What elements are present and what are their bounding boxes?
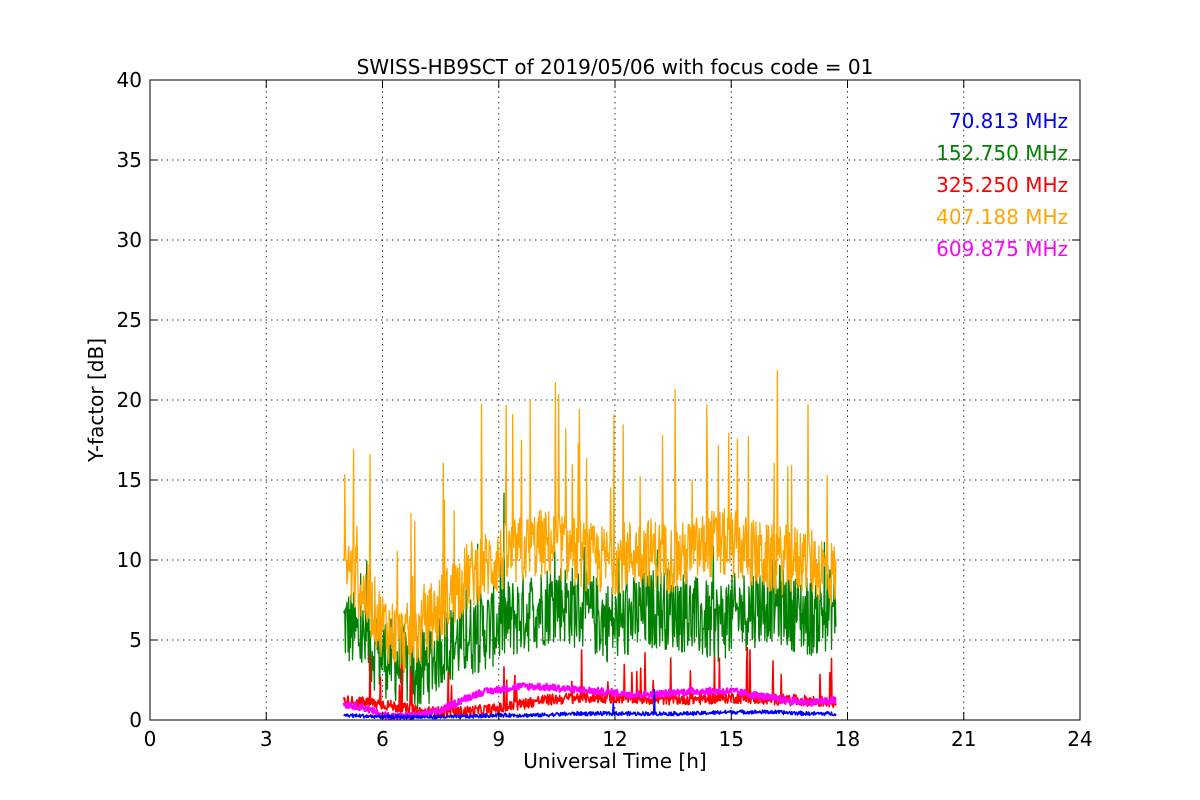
y-tick-label: 15: [117, 468, 142, 492]
legend-entry: 152.750 MHz: [936, 141, 1068, 165]
y-tick-label: 25: [117, 308, 142, 332]
x-tick-label: 18: [835, 727, 860, 751]
series-line: [343, 369, 837, 673]
y-axis-label: Y-factor [dB]: [84, 338, 108, 463]
legend-entry: 609.875 MHz: [936, 237, 1068, 261]
y-tick-labels: 0 5 10 15 20 25 30 35 40: [117, 68, 142, 732]
x-tick-label: 0: [144, 727, 157, 751]
y-tick-label: 35: [117, 148, 142, 172]
grid-lines: [150, 80, 1080, 720]
y-tick-label: 0: [129, 708, 142, 732]
x-tick-label: 3: [260, 727, 273, 751]
series-line: [343, 688, 837, 720]
legend-entry: 70.813 MHz: [949, 109, 1068, 133]
legend: 70.813 MHz 152.750 MHz 325.250 MHz 407.188 …: [936, 109, 1068, 261]
y-tick-label: 20: [117, 388, 142, 412]
y-tick-label: 5: [129, 628, 142, 652]
legend-entry: 407.188 MHz: [936, 205, 1068, 229]
series-line: [343, 492, 837, 710]
x-tick-label: 6: [376, 727, 389, 751]
x-tick-labels: 0 3 6 9 12 15 18 21 24: [144, 727, 1093, 751]
y-tick-label: 10: [117, 548, 142, 572]
x-tick-label: 24: [1067, 727, 1092, 751]
x-tick-label: 15: [719, 727, 744, 751]
chart-title: SWISS-HB9SCT of 2019/05/06 with focus co…: [357, 55, 874, 79]
y-tick-label: 40: [117, 68, 142, 92]
x-tick-label: 9: [492, 727, 505, 751]
legend-entry: 325.250 MHz: [936, 173, 1068, 197]
plot-area: [342, 369, 837, 720]
x-tick-label: 12: [602, 727, 627, 751]
y-tick-label: 30: [117, 228, 142, 252]
x-tick-label: 21: [951, 727, 976, 751]
x-axis-label: Universal Time [h]: [523, 749, 706, 773]
axis-ticks: [149, 79, 1081, 721]
series-line: [342, 682, 837, 720]
